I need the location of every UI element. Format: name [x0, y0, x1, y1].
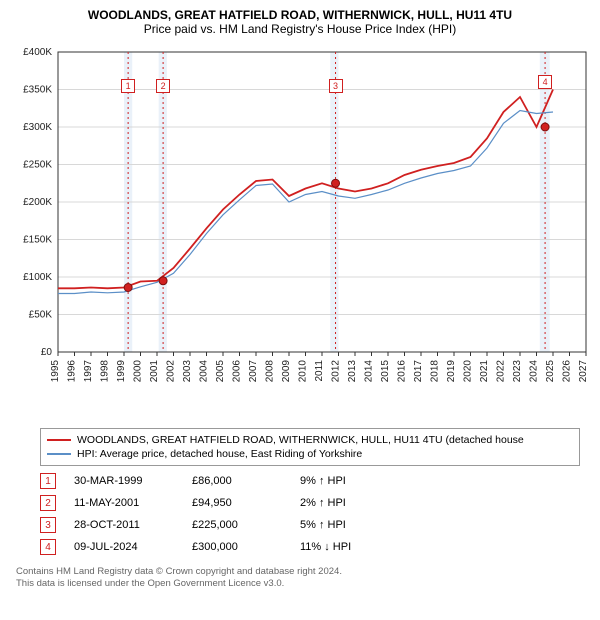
- price-chart: £0 £50K £100K £150K £200K £250K £300K £350K £400…: [8, 42, 592, 422]
- svg-text:2023: 2023: [512, 360, 523, 383]
- svg-text:2018: 2018: [430, 360, 441, 383]
- legend: WOODLANDS, GREAT HATFIELD ROAD, WITHERNW…: [40, 428, 580, 466]
- svg-text:2006: 2006: [232, 360, 243, 383]
- table-row: 4 09-JUL-2024 £300,000 11% ↓ HPI: [40, 536, 580, 558]
- legend-row: HPI: Average price, detached house, East…: [47, 447, 573, 461]
- svg-text:£100K: £100K: [23, 272, 52, 283]
- svg-text:2003: 2003: [182, 360, 193, 383]
- transaction-table: 1 30-MAR-1999 £86,000 9% ↑ HPI 2 11-MAY-2001 £…: [40, 470, 580, 558]
- svg-text:£150K: £150K: [23, 235, 52, 246]
- svg-text:2015: 2015: [380, 360, 391, 383]
- svg-text:2012: 2012: [331, 360, 342, 383]
- transaction-pct: 11% ↓ HPI: [300, 541, 390, 553]
- transaction-badge: 4: [40, 539, 56, 555]
- chart-marker-badge: 2: [156, 79, 170, 93]
- svg-text:£300K: £300K: [23, 122, 52, 133]
- svg-text:£200K: £200K: [23, 197, 52, 208]
- svg-text:2016: 2016: [397, 360, 408, 383]
- transaction-price: £94,950: [192, 497, 282, 509]
- footer-line-1: Contains HM Land Registry data © Crown c…: [16, 566, 592, 578]
- table-row: 1 30-MAR-1999 £86,000 9% ↑ HPI: [40, 470, 580, 492]
- svg-text:2025: 2025: [545, 360, 556, 383]
- svg-text:£350K: £350K: [23, 85, 52, 96]
- svg-text:2024: 2024: [529, 360, 540, 383]
- svg-text:2008: 2008: [265, 360, 276, 383]
- transaction-price: £86,000: [192, 475, 282, 487]
- chart-title: WOODLANDS, GREAT HATFIELD ROAD, WITHERNW…: [8, 8, 592, 36]
- svg-text:2011: 2011: [314, 360, 325, 382]
- svg-text:£50K: £50K: [29, 310, 53, 321]
- transaction-date: 09-JUL-2024: [74, 541, 174, 553]
- svg-text:2017: 2017: [413, 360, 424, 383]
- svg-text:£400K: £400K: [23, 47, 52, 58]
- transaction-pct: 5% ↑ HPI: [300, 519, 390, 531]
- svg-text:2019: 2019: [446, 360, 457, 383]
- svg-text:1998: 1998: [100, 360, 111, 383]
- transaction-price: £300,000: [192, 541, 282, 553]
- svg-text:2001: 2001: [149, 360, 160, 383]
- svg-text:2004: 2004: [199, 360, 210, 383]
- transaction-date: 28-OCT-2011: [74, 519, 174, 531]
- svg-text:2020: 2020: [463, 360, 474, 383]
- svg-text:1995: 1995: [50, 360, 61, 383]
- svg-text:2022: 2022: [496, 360, 507, 383]
- table-row: 3 28-OCT-2011 £225,000 5% ↑ HPI: [40, 514, 580, 536]
- chart-marker-badge: 1: [121, 79, 135, 93]
- svg-text:2009: 2009: [281, 360, 292, 383]
- legend-swatch: [47, 453, 71, 455]
- legend-label: WOODLANDS, GREAT HATFIELD ROAD, WITHERNW…: [77, 434, 524, 446]
- svg-text:1999: 1999: [116, 360, 127, 383]
- legend-label: HPI: Average price, detached house, East…: [77, 448, 362, 460]
- chart-marker-badge: 4: [538, 75, 552, 89]
- attribution-footer: Contains HM Land Registry data © Crown c…: [16, 566, 592, 591]
- svg-text:2005: 2005: [215, 360, 226, 383]
- table-row: 2 11-MAY-2001 £94,950 2% ↑ HPI: [40, 492, 580, 514]
- svg-text:2000: 2000: [133, 360, 144, 383]
- svg-text:1996: 1996: [67, 360, 78, 383]
- svg-text:£0: £0: [41, 347, 53, 358]
- chart-marker-badge: 3: [329, 79, 343, 93]
- svg-text:£250K: £250K: [23, 160, 52, 171]
- transaction-badge: 2: [40, 495, 56, 511]
- title-line-2: Price paid vs. HM Land Registry's House …: [8, 22, 592, 36]
- legend-swatch: [47, 439, 71, 441]
- svg-text:2013: 2013: [347, 360, 358, 383]
- transaction-pct: 2% ↑ HPI: [300, 497, 390, 509]
- footer-line-2: This data is licensed under the Open Gov…: [16, 578, 592, 590]
- svg-text:2027: 2027: [578, 360, 589, 383]
- chart-svg: £0 £50K £100K £150K £200K £250K £300K £350K £400…: [8, 42, 592, 422]
- svg-text:2014: 2014: [364, 360, 375, 383]
- legend-row: WOODLANDS, GREAT HATFIELD ROAD, WITHERNW…: [47, 433, 573, 447]
- transaction-price: £225,000: [192, 519, 282, 531]
- svg-text:1997: 1997: [83, 360, 94, 383]
- svg-text:2007: 2007: [248, 360, 259, 383]
- transaction-badge: 1: [40, 473, 56, 489]
- svg-text:2021: 2021: [479, 360, 490, 383]
- svg-text:2002: 2002: [166, 360, 177, 383]
- title-line-1: WOODLANDS, GREAT HATFIELD ROAD, WITHERNW…: [8, 8, 592, 22]
- transaction-pct: 9% ↑ HPI: [300, 475, 390, 487]
- svg-text:2010: 2010: [298, 360, 309, 383]
- transaction-date: 11-MAY-2001: [74, 497, 174, 509]
- transaction-badge: 3: [40, 517, 56, 533]
- svg-text:2026: 2026: [562, 360, 573, 383]
- transaction-date: 30-MAR-1999: [74, 475, 174, 487]
